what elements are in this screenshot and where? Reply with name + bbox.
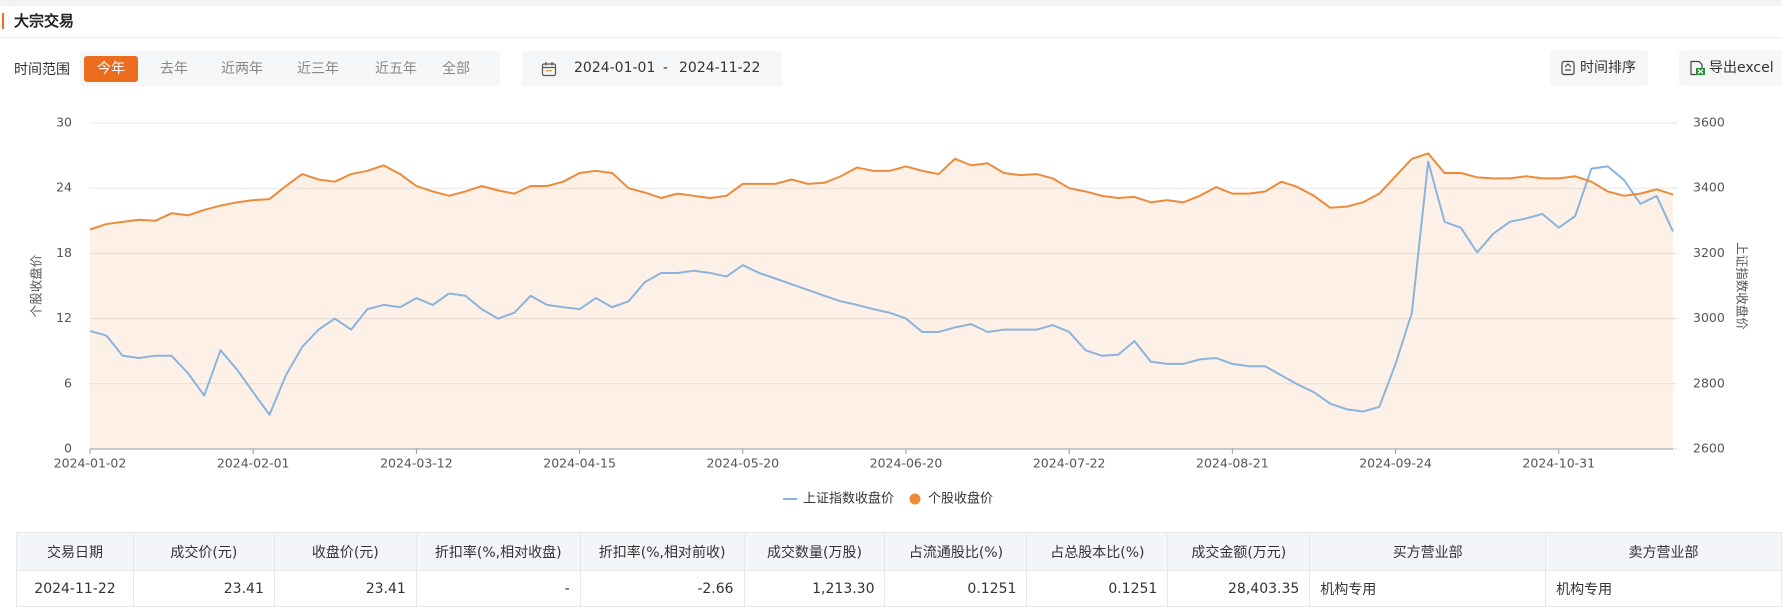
column-header: 折扣率(%,相对收盘) bbox=[415, 532, 581, 571]
x-tick-label: 2024-10-31 bbox=[1522, 456, 1595, 471]
y2-tick-label: 3600 bbox=[1693, 115, 1725, 130]
range-tab[interactable]: 今年 bbox=[84, 56, 138, 82]
y2-axis-label: 上证指数收盘价 bbox=[1735, 242, 1750, 330]
column-header: 占流通股比(%) bbox=[884, 532, 1028, 571]
x-tick-label: 2024-09-24 bbox=[1359, 456, 1432, 471]
cell: 2024-11-22 bbox=[16, 570, 134, 607]
range-tab[interactable]: 近两年 bbox=[221, 61, 263, 77]
sort-button[interactable]: 时间排序 bbox=[1550, 50, 1648, 86]
excel-icon bbox=[1690, 60, 1705, 76]
y-tick-label: 0 bbox=[64, 441, 72, 456]
area bbox=[90, 153, 1673, 449]
filter-label: 时间范围 bbox=[14, 62, 70, 78]
y-tick-label: 6 bbox=[64, 375, 72, 390]
line bbox=[89, 152, 1674, 231]
y-tick-label: 30 bbox=[56, 115, 72, 130]
column-header: 卖方营业部 bbox=[1545, 532, 1782, 571]
cell: 1,213.30 bbox=[743, 570, 886, 607]
title-accent bbox=[2, 13, 4, 29]
date-start[interactable]: 2024-01-01 bbox=[574, 60, 656, 76]
cell: 机构专用 bbox=[1545, 570, 1782, 607]
chart: 0612182430260028003000320034003600个股收盘价上… bbox=[29, 115, 1750, 507]
y2-tick-label: 3200 bbox=[1693, 245, 1725, 260]
date-separator: - bbox=[663, 60, 669, 76]
y-axis-label: 个股收盘价 bbox=[29, 254, 44, 317]
cell: 0.1251 bbox=[884, 570, 1028, 607]
range-tab[interactable]: 近五年 bbox=[375, 61, 417, 77]
column-header: 占总股本比(%) bbox=[1026, 532, 1169, 571]
y2-tick-label: 3000 bbox=[1693, 310, 1725, 325]
sort-icon bbox=[1561, 60, 1575, 76]
x-tick-label: 2024-05-20 bbox=[706, 456, 779, 471]
legend-label: 个股收盘价 bbox=[928, 491, 993, 507]
y2-tick-label: 2800 bbox=[1693, 375, 1725, 390]
range-tab[interactable]: 去年 bbox=[160, 61, 188, 77]
date-range[interactable]: 2024-01-01 - 2024-11-22 bbox=[522, 51, 782, 86]
range-tab[interactable]: 近三年 bbox=[297, 61, 339, 77]
data-row: 2024-11-22 23.41 23.41- -2.66 1,213.30 0.1251… bbox=[16, 570, 1782, 607]
sort-label[interactable]: 时间排序 bbox=[1580, 60, 1636, 76]
cell: - bbox=[415, 570, 581, 607]
date-end[interactable]: 2024-11-22 bbox=[679, 60, 761, 76]
y-tick-label: 24 bbox=[56, 180, 72, 195]
column-header: 折扣率(%,相对前收) bbox=[579, 532, 745, 571]
legend-item: 上证指数收盘价 bbox=[782, 491, 894, 507]
line bbox=[89, 160, 1674, 416]
column-header: 交易日期 bbox=[16, 532, 134, 571]
range-tabs: 今年 去年 近两年 近三年 近五年 全部 bbox=[80, 51, 500, 86]
column-header: 收盘价(元) bbox=[273, 532, 417, 571]
column-header: 成交金额(万元) bbox=[1167, 532, 1311, 571]
top-band bbox=[0, 0, 1782, 6]
column-header: 成交价(元) bbox=[132, 532, 275, 571]
cell: 0.1251 bbox=[1026, 570, 1169, 607]
legend-symbol bbox=[909, 493, 921, 505]
legend-label: 上证指数收盘价 bbox=[803, 491, 894, 507]
y-tick-label: 12 bbox=[56, 310, 72, 325]
y2-tick-label: 3400 bbox=[1693, 180, 1725, 195]
x-tick-label: 2024-03-12 bbox=[380, 456, 453, 471]
x-tick-label: 2024-06-20 bbox=[870, 456, 943, 471]
cell: 机构专用 bbox=[1309, 570, 1547, 607]
trade-table: 交易日期 成交价(元) 收盘价(元) 折扣率(%,相对收盘) 折扣率(%,相对前收) 成交… bbox=[16, 532, 1782, 607]
calendar-icon bbox=[541, 62, 557, 77]
column-header: 买方营业部 bbox=[1309, 532, 1547, 571]
x-tick-label: 2024-04-15 bbox=[543, 456, 616, 471]
export-button[interactable]: 导出excel bbox=[1679, 50, 1782, 86]
export-label[interactable]: 导出excel bbox=[1709, 60, 1774, 76]
x-tick-label: 2024-07-22 bbox=[1033, 456, 1106, 471]
cell: 28,403.35 bbox=[1167, 570, 1311, 607]
section-title: 大宗交易 bbox=[14, 12, 75, 30]
header-row: 交易日期 成交价(元) 收盘价(元) 折扣率(%,相对收盘) 折扣率(%,相对前收) 成交… bbox=[16, 532, 1782, 571]
column-header: 成交数量(万股) bbox=[743, 532, 886, 571]
cell: 23.41 bbox=[273, 570, 417, 607]
separator bbox=[0, 37, 1782, 38]
y2-tick-label: 2600 bbox=[1693, 441, 1725, 456]
range-tab[interactable]: 全部 bbox=[442, 61, 470, 77]
legend-item: 个股收盘价 bbox=[909, 491, 993, 507]
x-tick-label: 2024-08-21 bbox=[1196, 456, 1269, 471]
x-tick-label: 2024-02-01 bbox=[217, 456, 290, 471]
cell: 23.41 bbox=[132, 570, 275, 607]
x-tick-label: 2024-01-02 bbox=[54, 456, 127, 471]
y-tick-label: 18 bbox=[56, 245, 72, 260]
cell: -2.66 bbox=[579, 570, 745, 607]
